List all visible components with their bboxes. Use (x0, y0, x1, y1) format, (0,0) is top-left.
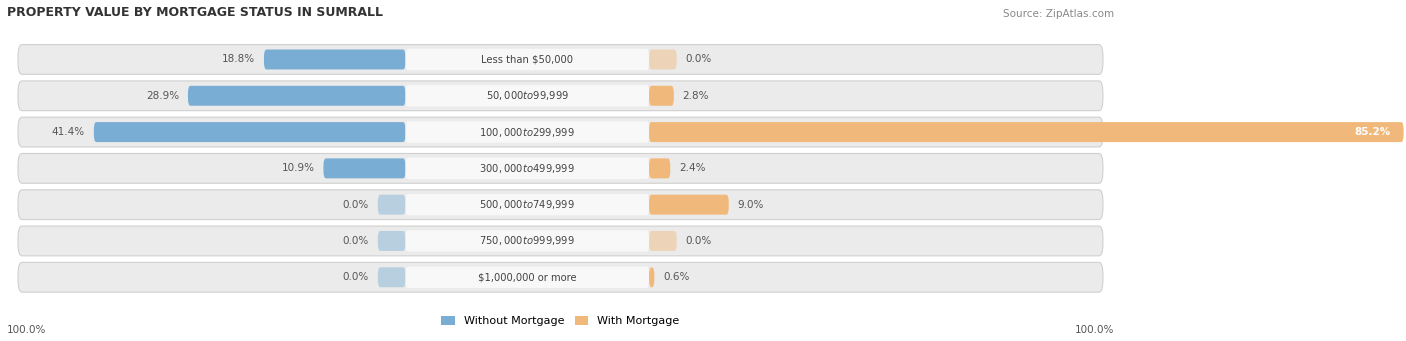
FancyBboxPatch shape (18, 190, 1102, 220)
Text: 0.0%: 0.0% (686, 236, 711, 246)
FancyBboxPatch shape (405, 194, 650, 216)
FancyBboxPatch shape (650, 231, 676, 251)
Text: 2.8%: 2.8% (683, 91, 709, 101)
FancyBboxPatch shape (18, 81, 1102, 111)
Text: 18.8%: 18.8% (222, 55, 254, 64)
FancyBboxPatch shape (18, 153, 1102, 183)
Text: 0.0%: 0.0% (343, 200, 368, 210)
FancyBboxPatch shape (378, 195, 405, 214)
Text: 9.0%: 9.0% (738, 200, 763, 210)
Text: 0.0%: 0.0% (343, 272, 368, 282)
FancyBboxPatch shape (405, 158, 650, 179)
Text: 28.9%: 28.9% (146, 91, 179, 101)
Text: 100.0%: 100.0% (1074, 325, 1114, 335)
FancyBboxPatch shape (18, 226, 1102, 256)
Text: PROPERTY VALUE BY MORTGAGE STATUS IN SUMRALL: PROPERTY VALUE BY MORTGAGE STATUS IN SUM… (7, 6, 382, 19)
FancyBboxPatch shape (405, 85, 650, 106)
FancyBboxPatch shape (405, 230, 650, 252)
FancyBboxPatch shape (650, 86, 673, 106)
FancyBboxPatch shape (378, 231, 405, 251)
FancyBboxPatch shape (405, 49, 650, 70)
Text: $500,000 to $749,999: $500,000 to $749,999 (479, 198, 575, 211)
Legend: Without Mortgage, With Mortgage: Without Mortgage, With Mortgage (437, 312, 685, 331)
FancyBboxPatch shape (650, 195, 728, 214)
FancyBboxPatch shape (650, 49, 676, 70)
Text: 0.6%: 0.6% (664, 272, 689, 282)
FancyBboxPatch shape (405, 267, 650, 288)
Text: 85.2%: 85.2% (1354, 127, 1391, 137)
FancyBboxPatch shape (18, 117, 1102, 147)
FancyBboxPatch shape (650, 267, 654, 287)
FancyBboxPatch shape (405, 121, 650, 143)
FancyBboxPatch shape (18, 45, 1102, 74)
Text: $100,000 to $299,999: $100,000 to $299,999 (479, 125, 575, 138)
Text: 10.9%: 10.9% (281, 163, 315, 173)
Text: 41.4%: 41.4% (52, 127, 84, 137)
FancyBboxPatch shape (188, 86, 405, 106)
Text: 0.0%: 0.0% (686, 55, 711, 64)
FancyBboxPatch shape (94, 122, 405, 142)
Text: $300,000 to $499,999: $300,000 to $499,999 (479, 162, 575, 175)
FancyBboxPatch shape (650, 158, 671, 178)
FancyBboxPatch shape (18, 262, 1102, 292)
Text: $750,000 to $999,999: $750,000 to $999,999 (479, 235, 575, 248)
FancyBboxPatch shape (264, 49, 405, 70)
FancyBboxPatch shape (650, 122, 1403, 142)
Text: 100.0%: 100.0% (7, 325, 46, 335)
FancyBboxPatch shape (323, 158, 405, 178)
FancyBboxPatch shape (378, 267, 405, 287)
Text: Source: ZipAtlas.com: Source: ZipAtlas.com (1002, 9, 1114, 19)
Text: 2.4%: 2.4% (679, 163, 706, 173)
Text: 0.0%: 0.0% (343, 236, 368, 246)
Text: Less than $50,000: Less than $50,000 (481, 55, 574, 64)
Text: $1,000,000 or more: $1,000,000 or more (478, 272, 576, 282)
Text: $50,000 to $99,999: $50,000 to $99,999 (485, 89, 569, 102)
